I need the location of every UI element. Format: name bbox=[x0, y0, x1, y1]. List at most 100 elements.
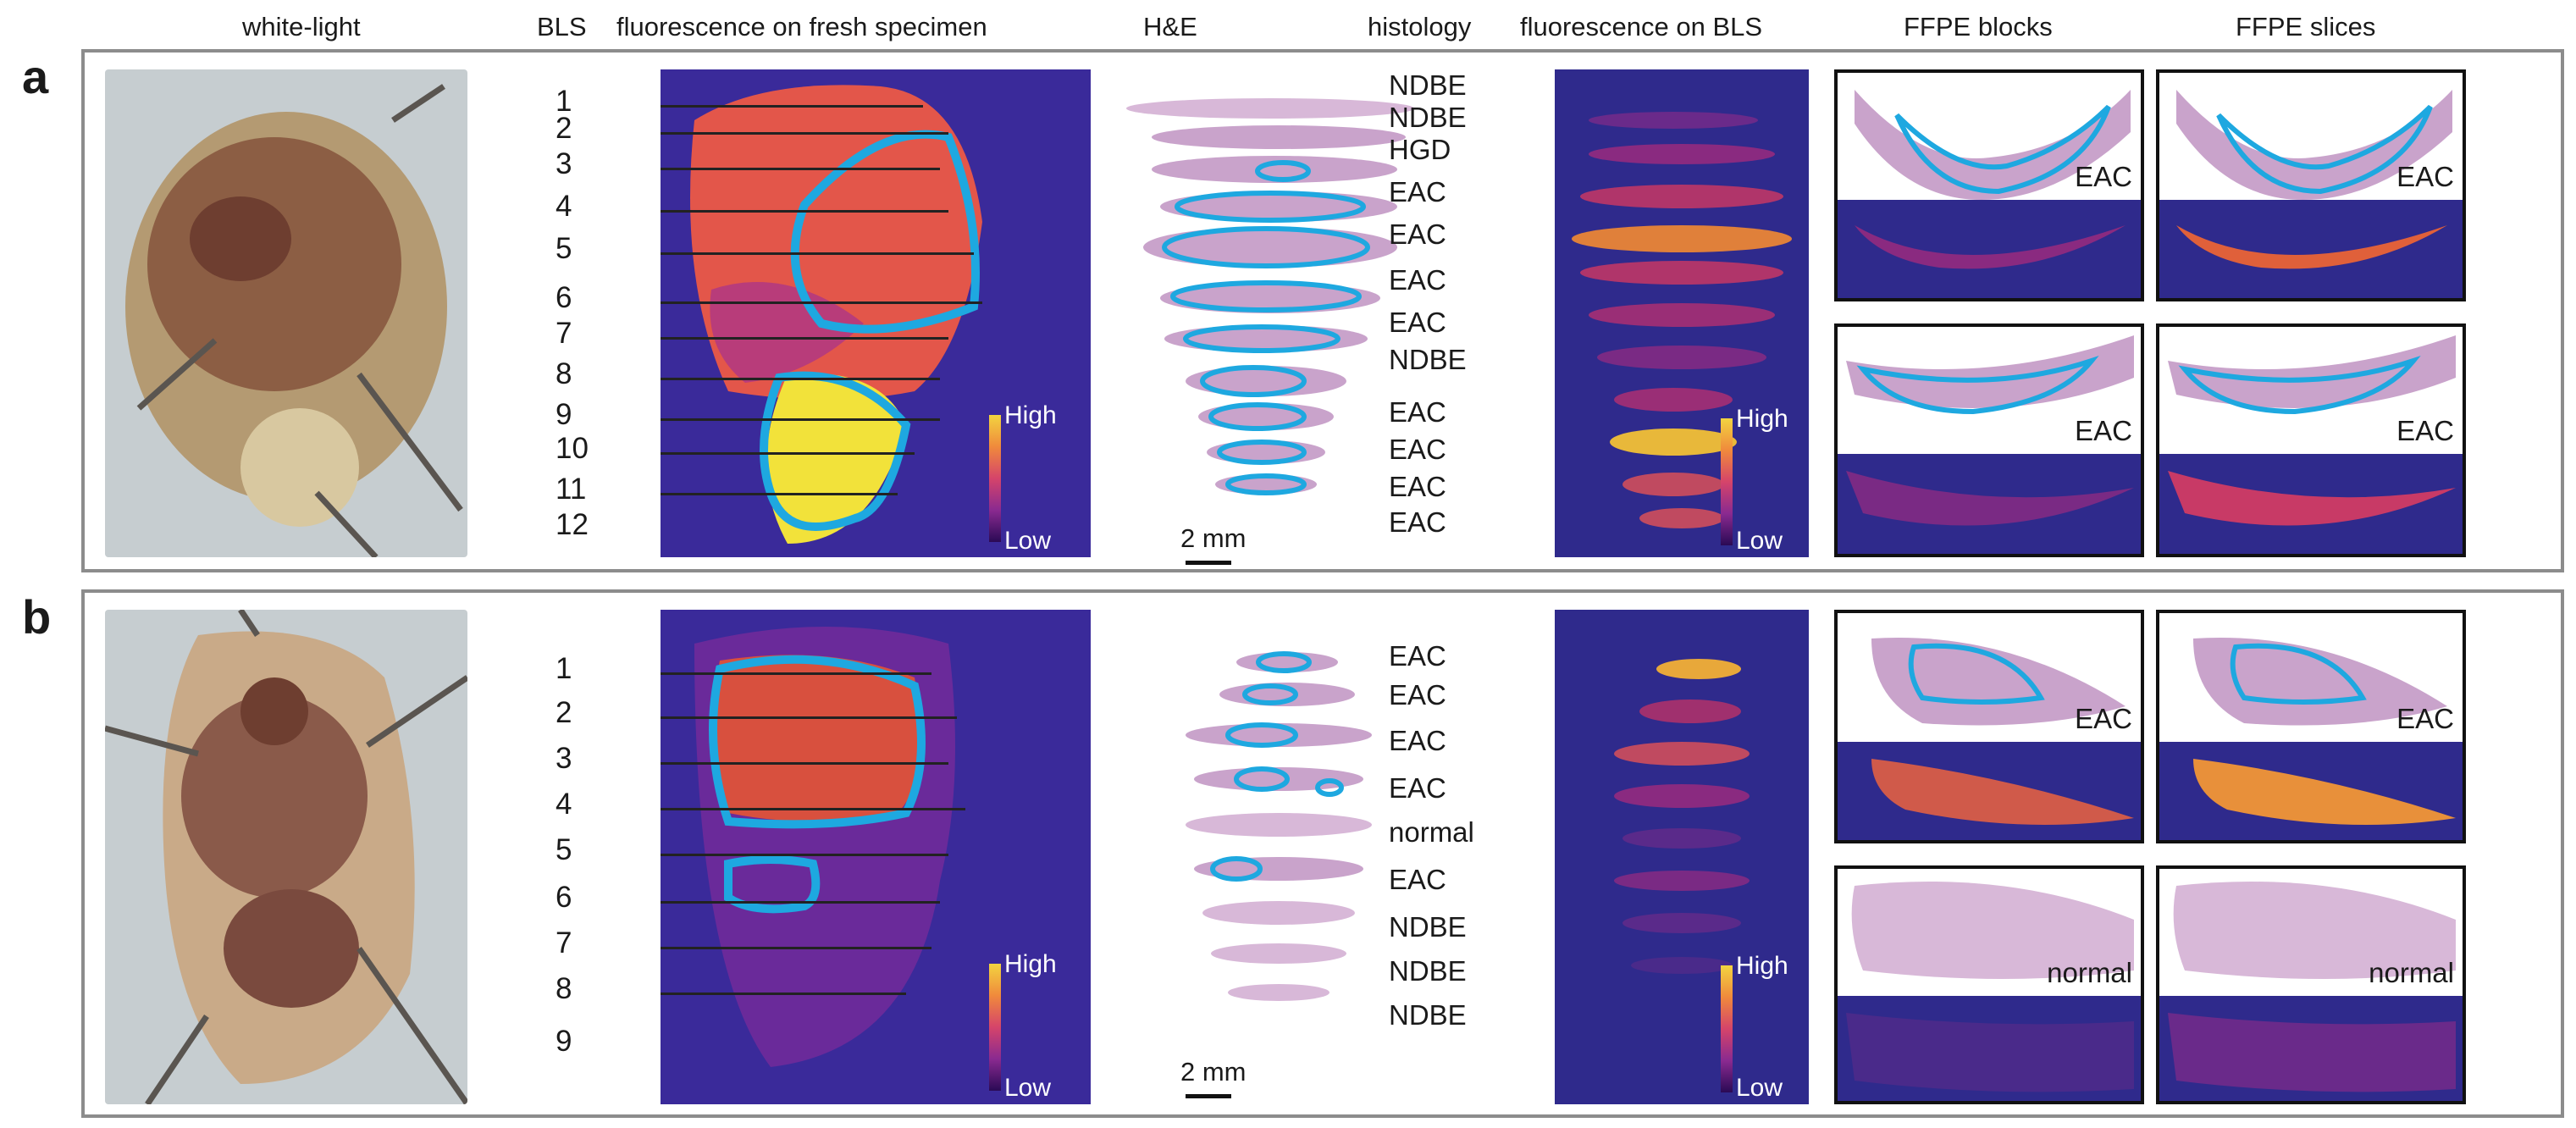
ffpe-fluorescence bbox=[1838, 200, 2141, 298]
colorbar bbox=[1721, 418, 1733, 545]
fluorescence-bls-image-a: High Low bbox=[1555, 69, 1809, 557]
ffpe-label: normal bbox=[2369, 957, 2454, 988]
histology-label: NDBE bbox=[1389, 344, 1467, 375]
scale-bar-label: 2 mm bbox=[1180, 1057, 1247, 1087]
ffpe-fluorescence bbox=[2159, 454, 2463, 554]
colorbar bbox=[989, 415, 1001, 542]
histology-label: EAC bbox=[1389, 679, 1446, 711]
bls-number: 2 bbox=[556, 112, 572, 145]
panel-a-label: a bbox=[22, 50, 49, 103]
bls-number: 3 bbox=[556, 147, 572, 180]
histology-label: EAC bbox=[1389, 264, 1446, 296]
histology-label: EAC bbox=[1389, 640, 1446, 672]
header-white-light: white-light bbox=[242, 12, 361, 41]
he-sections-b bbox=[1118, 610, 1457, 1067]
bls-line bbox=[661, 672, 931, 675]
white-light-photo-a bbox=[105, 69, 467, 557]
bls-line bbox=[661, 210, 948, 213]
fluorescence-fresh-image-b: High Low bbox=[661, 610, 1091, 1104]
ffpe-fluorescence bbox=[1838, 454, 2141, 554]
ffpe-block-a-top: EAC bbox=[1834, 69, 2144, 301]
bls-number: 9 bbox=[556, 398, 572, 431]
ffpe-fluorescence bbox=[2159, 742, 2463, 840]
bls-number: 9 bbox=[556, 1025, 572, 1058]
bls-number: 4 bbox=[556, 788, 572, 821]
ffpe-label: EAC bbox=[2396, 703, 2454, 734]
bls-line bbox=[661, 452, 915, 455]
bls-number: 2 bbox=[556, 696, 572, 729]
bls-line bbox=[661, 716, 957, 719]
bls-line bbox=[661, 378, 940, 380]
bls-number: 7 bbox=[556, 926, 572, 959]
bls-number: 12 bbox=[556, 508, 589, 541]
bls-line bbox=[661, 252, 974, 255]
panel-b-label: b bbox=[22, 590, 52, 644]
histology-label: EAC bbox=[1389, 506, 1446, 538]
ffpe-fluorescence bbox=[2159, 200, 2463, 298]
ffpe-label: EAC bbox=[2075, 703, 2132, 734]
scale-bar-label: 2 mm bbox=[1180, 523, 1247, 553]
bls-line bbox=[661, 418, 940, 421]
bls-line bbox=[661, 993, 906, 995]
colorbar bbox=[1721, 965, 1733, 1092]
bls-number: 8 bbox=[556, 972, 572, 1005]
ffpe-fluorescence bbox=[1838, 996, 2141, 1101]
panel-a: 1 2 3 4 5 6 7 8 9 10 11 12 High Low bbox=[81, 49, 2564, 572]
colorbar-high-label: High bbox=[1004, 401, 1057, 429]
histology-label: EAC bbox=[1389, 772, 1446, 804]
header-histology: histology bbox=[1368, 12, 1472, 41]
histology-label: EAC bbox=[1389, 471, 1446, 502]
histology-label: NDBE bbox=[1389, 69, 1467, 101]
he-sections-a bbox=[1118, 69, 1457, 527]
histology-label: EAC bbox=[1389, 307, 1446, 338]
header-ffpe-slices: FFPE slices bbox=[2236, 12, 2376, 41]
fluorescence-bls-image-b: High Low bbox=[1555, 610, 1809, 1104]
bls-number: 1 bbox=[556, 652, 572, 685]
ffpe-block-b-top: EAC bbox=[1834, 610, 2144, 843]
bls-line bbox=[661, 105, 923, 108]
header-bls: BLS bbox=[537, 12, 587, 41]
histology-label: EAC bbox=[1389, 434, 1446, 465]
bls-line bbox=[661, 808, 965, 810]
white-light-photo-b bbox=[105, 610, 467, 1104]
header-ffpe-blocks: FFPE blocks bbox=[1904, 12, 2053, 41]
bls-number: 8 bbox=[556, 357, 572, 390]
colorbar-high-label: High bbox=[1736, 952, 1788, 980]
bls-line bbox=[661, 762, 948, 765]
bls-number: 3 bbox=[556, 742, 572, 775]
colorbar-low-label: Low bbox=[1004, 1074, 1052, 1102]
ffpe-fluorescence bbox=[2159, 996, 2463, 1101]
ffpe-slice-a-bottom: EAC bbox=[2156, 323, 2466, 557]
scale-bar bbox=[1186, 1094, 1231, 1098]
header-fluorescence-bls: fluorescence on BLS bbox=[1520, 12, 1763, 41]
ffpe-label: EAC bbox=[2396, 161, 2454, 192]
colorbar-high-label: High bbox=[1004, 950, 1057, 978]
colorbar-low-label: Low bbox=[1736, 527, 1783, 555]
colorbar-low-label: Low bbox=[1004, 527, 1052, 555]
bls-line bbox=[661, 301, 982, 304]
ffpe-label: normal bbox=[2047, 957, 2132, 988]
colorbar-low-label: Low bbox=[1736, 1074, 1783, 1102]
bls-line bbox=[661, 854, 948, 856]
bls-number: 4 bbox=[556, 190, 572, 223]
ffpe-label: EAC bbox=[2396, 415, 2454, 446]
bls-number: 6 bbox=[556, 281, 572, 314]
bls-number: 7 bbox=[556, 317, 572, 350]
bls-number: 10 bbox=[556, 432, 589, 465]
ffpe-slice-b-top: EAC bbox=[2156, 610, 2466, 843]
bls-line bbox=[661, 901, 940, 904]
ffpe-block-b-bottom: normal bbox=[1834, 865, 2144, 1104]
bls-number: 6 bbox=[556, 881, 572, 914]
colorbar-high-label: High bbox=[1736, 405, 1788, 433]
histology-label: EAC bbox=[1389, 396, 1446, 428]
panel-b: 1 2 3 4 5 6 7 8 9 High Low bbox=[81, 589, 2564, 1118]
bls-number: 5 bbox=[556, 232, 572, 265]
histology-label: EAC bbox=[1389, 864, 1446, 895]
bls-line bbox=[661, 168, 940, 170]
histology-label: HGD bbox=[1389, 134, 1451, 165]
histology-label: EAC bbox=[1389, 218, 1446, 250]
header-fluorescence-fresh: fluorescence on fresh specimen bbox=[616, 12, 987, 41]
histology-label: NDBE bbox=[1389, 999, 1467, 1031]
bls-line bbox=[661, 493, 898, 495]
ffpe-fluorescence bbox=[1838, 742, 2141, 840]
